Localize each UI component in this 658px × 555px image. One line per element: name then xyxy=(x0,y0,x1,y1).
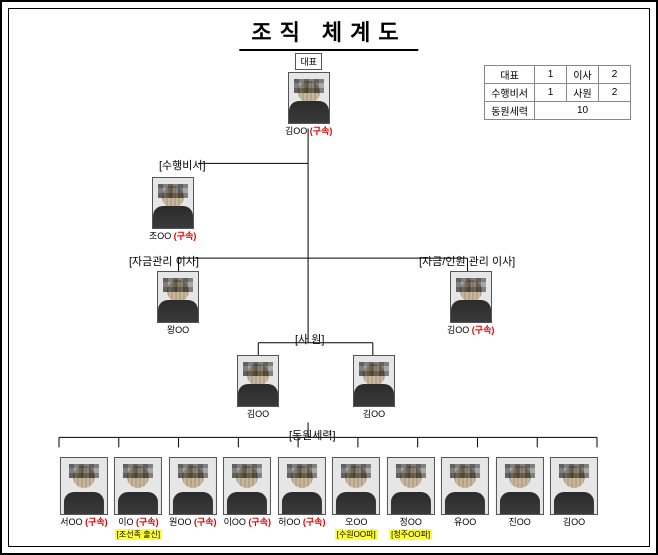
name-text: 진OO xyxy=(508,517,530,527)
summary-label: 수행비서 xyxy=(485,84,535,102)
summary-value: 2 xyxy=(599,84,631,102)
photo-placeholder xyxy=(169,457,217,515)
node-force: 이O (구속) [조선족 출신] xyxy=(114,457,162,540)
photo-placeholder xyxy=(152,177,194,229)
photo-placeholder xyxy=(496,457,544,515)
section-label-director-right: [자금/인원 관리 이사] xyxy=(419,253,515,269)
photo-placeholder xyxy=(550,457,598,515)
name-text: 정OO xyxy=(400,517,422,527)
person-name: 정OO xyxy=(387,517,435,528)
person-name: 서OO (구속) xyxy=(60,517,108,528)
person-name: 오OO xyxy=(332,517,380,528)
person-name: 김OO xyxy=(550,517,598,528)
summary-label: 이사 xyxy=(567,66,599,84)
photo-placeholder xyxy=(114,457,162,515)
node-employee: 김OO xyxy=(353,355,395,420)
section-label-director-left: [자금관리 이사] xyxy=(129,253,199,269)
person-name: 허OO (구속) xyxy=(278,517,326,528)
node-force: 서OO (구속) xyxy=(60,457,108,528)
photo-placeholder xyxy=(450,271,492,323)
photo-placeholder xyxy=(60,457,108,515)
name-text: 원OO xyxy=(169,517,191,527)
person-name: 원OO (구속) xyxy=(169,517,217,528)
person-name: 이O (구속) xyxy=(114,517,162,528)
node-secretary: 조OO (구속) xyxy=(149,177,196,242)
node-force: 정OO [청주OO파] xyxy=(387,457,435,540)
status-badge: (구속) xyxy=(310,126,333,136)
name-text: 김OO xyxy=(285,126,307,136)
summary-value: 1 xyxy=(535,84,567,102)
table-row: 수행비서 1 사원 2 xyxy=(485,84,631,102)
person-name: 김OO (구속) xyxy=(447,325,494,336)
status-badge: (구속) xyxy=(85,517,108,527)
status-badge: (구속) xyxy=(174,231,197,241)
person-name: 김OO (구속) xyxy=(285,126,332,137)
photo-placeholder xyxy=(288,72,330,124)
summary-table: 대표 1 이사 2 수행비서 1 사원 2 동원세력 10 xyxy=(484,65,631,120)
name-text: 이OO xyxy=(224,517,246,527)
status-badge: (구속) xyxy=(136,517,159,527)
force-row: 서OO (구속) 이O (구속) [조선족 출신] 원OO (구속) 이OO (… xyxy=(59,457,599,540)
photo-placeholder xyxy=(223,457,271,515)
highlight-tag: [조선족 출신] xyxy=(115,529,162,540)
photo-placeholder xyxy=(353,355,395,407)
photo-placeholder xyxy=(278,457,326,515)
summary-value: 10 xyxy=(535,102,631,120)
photo-placeholder xyxy=(237,355,279,407)
photo-placeholder xyxy=(387,457,435,515)
chart-title: 조직 체계도 xyxy=(239,15,418,51)
summary-value: 2 xyxy=(599,66,631,84)
summary-label: 동원세력 xyxy=(485,102,535,120)
person-name: 김OO xyxy=(237,409,279,420)
status-badge: (구속) xyxy=(472,325,495,335)
summary-label: 사원 xyxy=(567,84,599,102)
table-row: 동원세력 10 xyxy=(485,102,631,120)
photo-placeholder xyxy=(157,271,199,323)
name-text: 서OO xyxy=(60,517,82,527)
name-text: 이O xyxy=(118,517,133,527)
person-name: 조OO (구속) xyxy=(149,231,196,242)
node-force: 원OO (구속) xyxy=(169,457,217,528)
node-ceo: 대표 김OO (구속) xyxy=(285,53,332,137)
status-badge: (구속) xyxy=(303,517,326,527)
node-force: 허OO (구속) xyxy=(278,457,326,528)
name-text: 오OO xyxy=(345,517,367,527)
name-text: 조OO xyxy=(149,231,171,241)
name-text: 김OO xyxy=(247,409,269,419)
section-label-force: [동원세력] xyxy=(289,427,336,443)
summary-value: 1 xyxy=(535,66,567,84)
name-text: 김OO xyxy=(563,517,585,527)
person-name: 이OO (구속) xyxy=(223,517,271,528)
document-frame: 조직 체계도 대표 1 이사 2 수행비서 1 사원 2 동원세력 10 xyxy=(0,0,658,555)
section-label-secretary: [수행비서] xyxy=(159,157,206,173)
node-director-right: 김OO (구속) xyxy=(447,271,494,336)
name-text: 유OO xyxy=(454,517,476,527)
name-text: 왕OO xyxy=(167,325,189,335)
summary-label: 대표 xyxy=(485,66,535,84)
node-force: 오OO [수원OO파] xyxy=(332,457,380,540)
name-text: 김OO xyxy=(447,325,469,335)
highlight-tag: [청주OO파] xyxy=(389,529,432,540)
person-name: 진OO xyxy=(496,517,544,528)
role-label: 대표 xyxy=(295,53,322,70)
node-force: 진OO xyxy=(496,457,544,528)
person-name: 유OO xyxy=(441,517,489,528)
section-label-employee: [사 원] xyxy=(295,331,324,347)
photo-placeholder xyxy=(441,457,489,515)
name-text: 허OO xyxy=(278,517,300,527)
status-badge: (구속) xyxy=(248,517,271,527)
node-force: 이OO (구속) xyxy=(223,457,271,528)
node-force: 유OO xyxy=(441,457,489,528)
table-row: 대표 1 이사 2 xyxy=(485,66,631,84)
photo-placeholder xyxy=(332,457,380,515)
person-name: 왕OO xyxy=(157,325,199,336)
highlight-tag: [수원OO파] xyxy=(335,529,378,540)
name-text: 김OO xyxy=(363,409,385,419)
person-name: 김OO xyxy=(353,409,395,420)
status-badge: (구속) xyxy=(194,517,217,527)
node-force: 김OO xyxy=(550,457,598,528)
node-employee: 김OO xyxy=(237,355,279,420)
node-director-left: 왕OO xyxy=(157,271,199,336)
inner-frame: 조직 체계도 대표 1 이사 2 수행비서 1 사원 2 동원세력 10 xyxy=(8,8,650,547)
